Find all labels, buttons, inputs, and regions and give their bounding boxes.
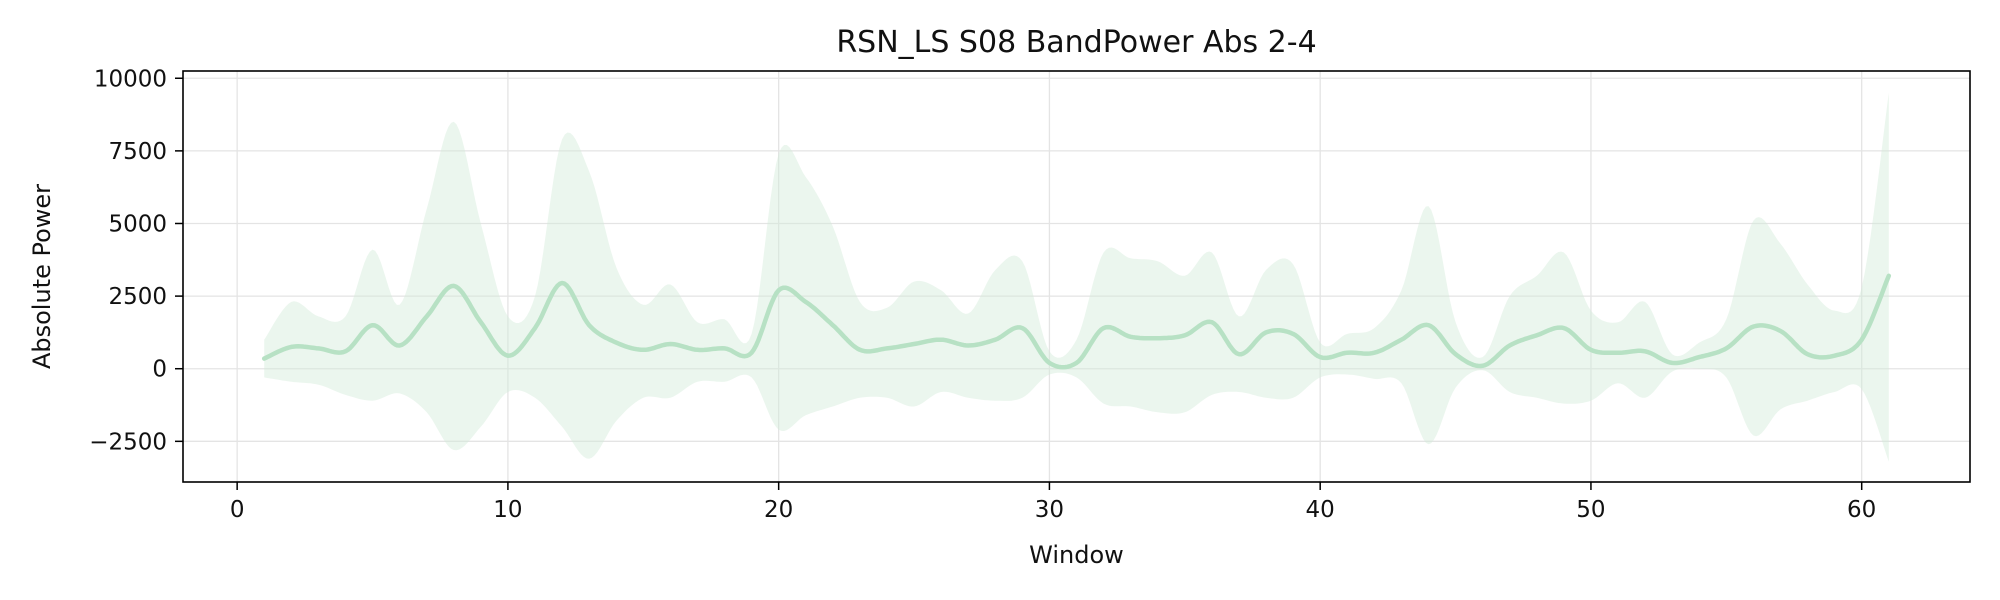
- plot-frame: [182, 70, 1971, 483]
- y-tick-label: 5000: [108, 211, 167, 237]
- x-tick-label: 0: [230, 497, 245, 523]
- x-tick-label: 40: [1306, 497, 1335, 523]
- x-tick-label: 20: [764, 497, 793, 523]
- x-tick-label: 30: [1035, 497, 1064, 523]
- grid-layer: [183, 71, 1970, 482]
- y-tick-label: 0: [152, 357, 167, 383]
- x-axis-label: Window: [1029, 541, 1124, 569]
- y-tick-label: 2500: [108, 284, 167, 310]
- y-axis-label: Absolute Power: [28, 184, 56, 369]
- mean-line: [261, 273, 1892, 370]
- x-tick-label: 50: [1576, 497, 1605, 523]
- y-tick-label: 7500: [108, 139, 167, 165]
- x-tick-label: 10: [493, 497, 522, 523]
- chart-title: RSN_LS S08 BandPower Abs 2-4: [836, 25, 1316, 60]
- y-tick-label: 10000: [94, 66, 167, 92]
- tick-layer: 0 10 20 30 40 50 60 −2500 0 2500 5000 7500 10000: [89, 66, 1876, 523]
- std-band: [264, 92, 1889, 462]
- x-tick-label: 60: [1847, 497, 1876, 523]
- y-tick-label: −2500: [89, 429, 167, 455]
